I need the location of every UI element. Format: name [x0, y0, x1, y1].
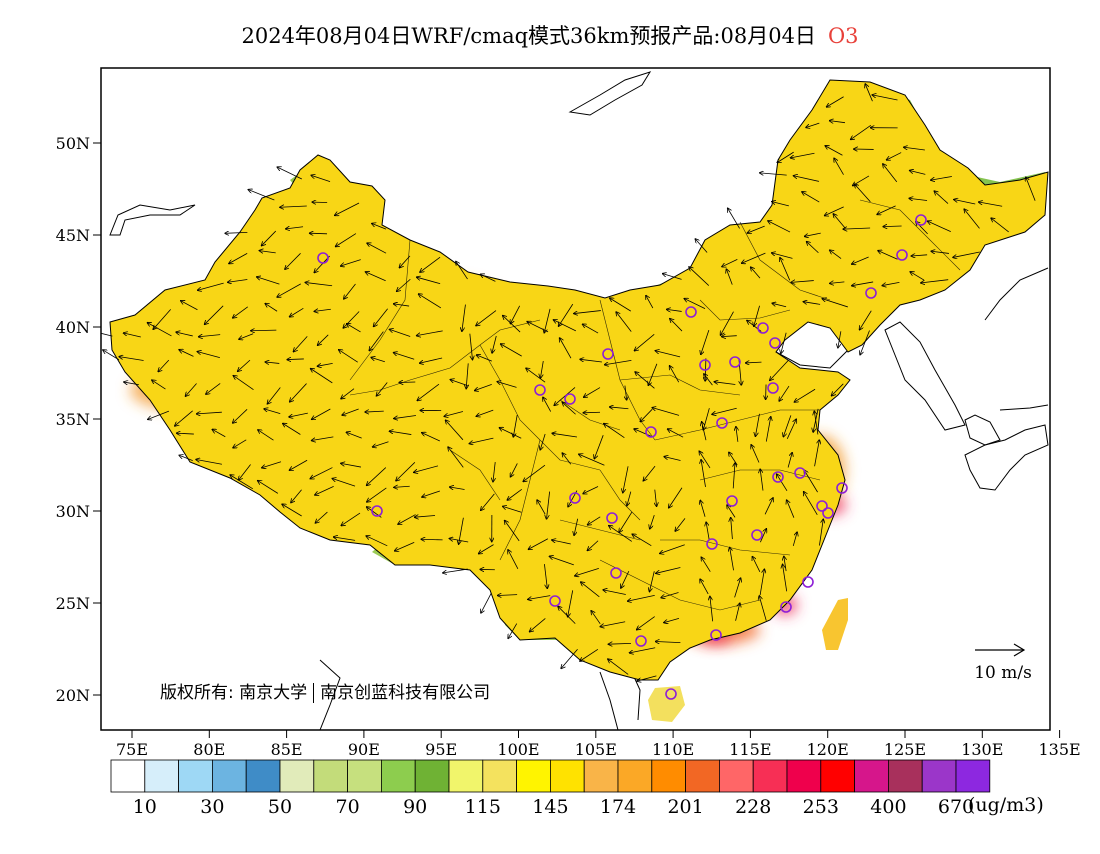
wind-arrow: [583, 412, 600, 413]
colorbar-label: 228: [735, 796, 771, 818]
colorbar-label: 145: [532, 796, 568, 818]
latitude-tick-label: 45N: [56, 226, 90, 245]
longitude-tick-label: 115E: [729, 740, 771, 759]
colorbar-label: 90: [403, 796, 427, 818]
copyright-notice: 版权所有: 南京大学南京创蓝科技有限公司: [160, 678, 490, 703]
latitude-axis: 50N 45N 40N 35N 30N 25N 20N: [56, 134, 101, 705]
colorbar-swatch: [449, 760, 483, 792]
longitude-tick-label: 135E: [1038, 740, 1080, 759]
colorbar-swatch: [280, 760, 314, 792]
colorbar-label: 10: [133, 796, 157, 818]
longitude-tick-label: 95E: [425, 740, 457, 759]
latitude-tick-label: 25N: [56, 594, 90, 613]
colorbar-label: 70: [336, 796, 360, 818]
latitude-tick-label: 30N: [56, 502, 90, 521]
colorbar-unit: (ug/m3): [968, 794, 1044, 816]
colorbar-swatch: [719, 760, 753, 792]
copyright-org-1: 南京大学: [239, 683, 307, 703]
title-main: 2024年08月04日WRF/cmaq模式36km预报产品:08月04日: [241, 24, 815, 48]
colorbar-label: 115: [465, 796, 501, 818]
colorbar-swatch: [381, 760, 415, 792]
latitude-tick-label: 50N: [56, 134, 90, 153]
colorbar-label: 174: [600, 796, 636, 818]
colorbar-swatch: [652, 760, 686, 792]
wind-reference-arrow: 10 m/s: [974, 644, 1032, 683]
colorbar-swatch: [550, 760, 584, 792]
colorbar-swatch: [753, 760, 787, 792]
colorbar-swatch: [922, 760, 956, 792]
longitude-tick-label: 110E: [652, 740, 694, 759]
colorbar-label: 201: [667, 796, 703, 818]
colorbar-label: 253: [803, 796, 839, 818]
colorbar-swatch: [686, 760, 720, 792]
colorbar-swatch: [821, 760, 855, 792]
colorbar-swatch: [145, 760, 179, 792]
longitude-axis: 75E 80E 85E 90E 95E 100E 105E 110E 115E 120E 125E 1…: [116, 730, 1081, 759]
longitude-tick-label: 125E: [884, 740, 926, 759]
colorbar-swatch: [246, 760, 280, 792]
colorbar-swatch: [956, 760, 990, 792]
longitude-tick-label: 120E: [807, 740, 849, 759]
longitude-tick-label: 90E: [348, 740, 380, 759]
colorbar-swatch: [618, 760, 652, 792]
latitude-tick-label: 35N: [56, 410, 90, 429]
colorbar-swatch: [855, 760, 889, 792]
colorbar-label: 50: [268, 796, 292, 818]
colorbar-swatch: [348, 760, 382, 792]
colorbar-swatch: [584, 760, 618, 792]
colorbar-swatch: [517, 760, 551, 792]
copyright-separator: [313, 683, 314, 703]
copyright-org-2: 南京创蓝科技有限公司: [320, 683, 490, 703]
colorbar-swatch: [888, 760, 922, 792]
colorbar-swatch: [179, 760, 213, 792]
longitude-tick-label: 100E: [497, 740, 539, 759]
latitude-tick-label: 20N: [56, 686, 90, 705]
colorbar-swatch: [111, 760, 145, 792]
pollutant-label: O3: [828, 24, 859, 48]
colorbar-swatch: [212, 760, 246, 792]
colorbar-label: 30: [200, 796, 224, 818]
colorbar-swatch: [415, 760, 449, 792]
colorbar-swatch: [483, 760, 517, 792]
longitude-tick-label: 75E: [116, 740, 148, 759]
latitude-tick-label: 40N: [56, 318, 90, 337]
colorbar-swatch: [314, 760, 348, 792]
wind-reference-label: 10 m/s: [974, 663, 1032, 683]
colorbar-label: 400: [870, 796, 906, 818]
map-title: 2024年08月04日WRF/cmaq模式36km预报产品:08月04日 O3: [0, 20, 1100, 50]
copyright-prefix: 版权所有:: [160, 683, 234, 703]
longitude-tick-label: 80E: [193, 740, 225, 759]
longitude-tick-label: 85E: [271, 740, 303, 759]
longitude-tick-label: 105E: [575, 740, 617, 759]
colorbar-swatch: [787, 760, 821, 792]
longitude-tick-label: 130E: [961, 740, 1003, 759]
